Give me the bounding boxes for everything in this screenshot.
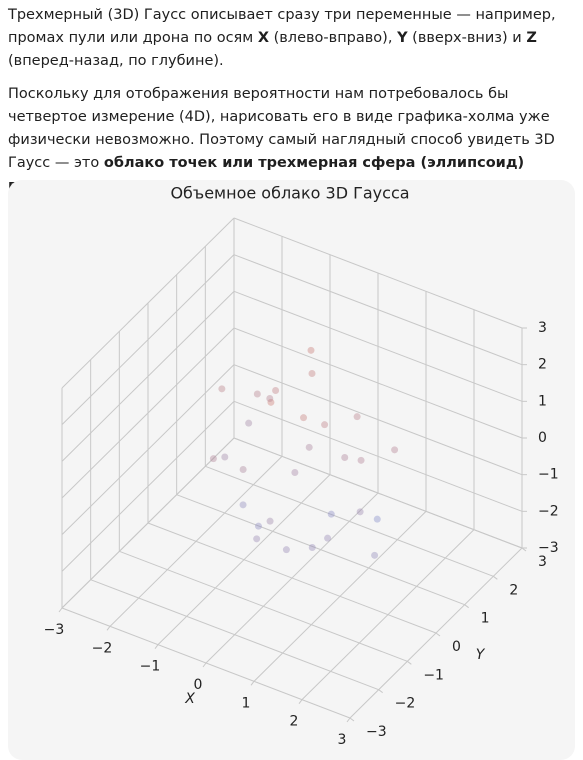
tick-mark: [154, 644, 159, 649]
point: [254, 522, 262, 530]
point: [305, 443, 313, 451]
x-tick-label: 0: [194, 677, 203, 693]
tick-mark: [435, 632, 441, 637]
z-tick-label: 0: [538, 430, 547, 446]
grid-line: [233, 437, 523, 549]
y-axis-label: Y: [476, 647, 486, 663]
point: [307, 346, 315, 354]
point: [321, 421, 329, 429]
point: [371, 551, 379, 559]
grid-line: [61, 437, 235, 609]
x-tick-label: 1: [242, 695, 251, 711]
point: [282, 546, 290, 554]
tick-mark: [298, 699, 303, 704]
chart-title: Объемное облако 3D Гаусса: [170, 184, 409, 203]
grid-line: [233, 254, 523, 366]
y-tick-label: 0: [452, 639, 461, 655]
tick-mark: [407, 660, 412, 665]
point: [300, 414, 308, 422]
point: [373, 515, 381, 523]
point: [353, 413, 361, 421]
point: [391, 446, 399, 454]
z-tick-label: −3: [538, 540, 559, 556]
grid-line: [233, 290, 523, 402]
y-tick-label: 1: [481, 611, 490, 627]
grid-line: [61, 327, 235, 499]
point: [341, 454, 349, 461]
x-tick-label: −2: [92, 640, 113, 656]
point: [239, 501, 247, 509]
grid-line: [61, 217, 235, 389]
z-tick-label: 2: [538, 357, 547, 373]
y-tick-label: −2: [395, 696, 416, 712]
point: [266, 517, 274, 525]
point: [218, 385, 226, 393]
x-tick-label: −3: [44, 622, 65, 638]
tick-mark: [202, 662, 207, 668]
y-tick-label: −3: [366, 724, 387, 740]
point: [209, 455, 217, 463]
text: Поскольку для отображения вероятности на…: [8, 86, 555, 171]
grid-line: [61, 254, 235, 426]
text: (вперед-назад, по глубине).: [8, 53, 224, 69]
x-tick-label: 3: [338, 732, 347, 748]
grid-line: [205, 465, 494, 577]
z-tick-label: 1: [538, 393, 547, 409]
y-tick-label: −1: [423, 667, 444, 683]
paragraph: Трехмерный (3D) Гаусс описывает сразу тр…: [8, 4, 573, 73]
x-tick-label: 2: [290, 714, 299, 730]
grid-line: [233, 400, 523, 512]
point: [267, 398, 275, 406]
point: [253, 535, 261, 543]
point: [308, 370, 316, 377]
text: Трехмерный (3D) Гаусс описывает сразу тр…: [8, 7, 556, 46]
point: [357, 456, 365, 464]
bold-text: Z: [526, 30, 537, 46]
x-axis-label: X: [184, 691, 195, 707]
tick-mark: [493, 575, 498, 580]
grid-line: [233, 217, 523, 329]
tick-mark: [464, 604, 469, 609]
grid-line: [176, 494, 465, 606]
grid-line: [233, 364, 523, 476]
point: [253, 390, 261, 398]
point: [221, 453, 229, 461]
grid-line: [61, 364, 235, 536]
grid-line: [119, 550, 408, 662]
point: [327, 510, 335, 518]
tick-mark: [346, 717, 351, 723]
point: [239, 466, 247, 473]
x-tick-label: −1: [140, 659, 161, 675]
point: [308, 544, 316, 551]
point: [272, 387, 280, 394]
tick-mark: [250, 681, 255, 686]
z-tick-label: −2: [538, 503, 559, 519]
tick-mark: [378, 689, 383, 694]
grid-line: [61, 400, 235, 572]
point: [356, 508, 364, 516]
z-tick-label: −1: [538, 467, 559, 483]
point: [266, 395, 274, 402]
bold-text: Y: [397, 30, 408, 46]
grid-line: [90, 579, 379, 691]
tick-mark: [349, 717, 355, 722]
text: (влево-вправо),: [269, 30, 398, 46]
y-tick-label: 3: [538, 554, 547, 570]
bold-text: X: [257, 30, 269, 46]
point: [245, 419, 253, 427]
z-tick-label: 3: [538, 320, 547, 336]
point: [324, 534, 332, 542]
grid-line: [233, 327, 523, 439]
tick-mark: [106, 626, 111, 631]
text: (вверх-вниз) и: [407, 30, 527, 46]
grid-line: [147, 522, 437, 634]
tick-mark: [58, 607, 63, 613]
point: [291, 469, 299, 476]
y-tick-label: 2: [509, 582, 518, 598]
grid-line: [61, 290, 235, 462]
